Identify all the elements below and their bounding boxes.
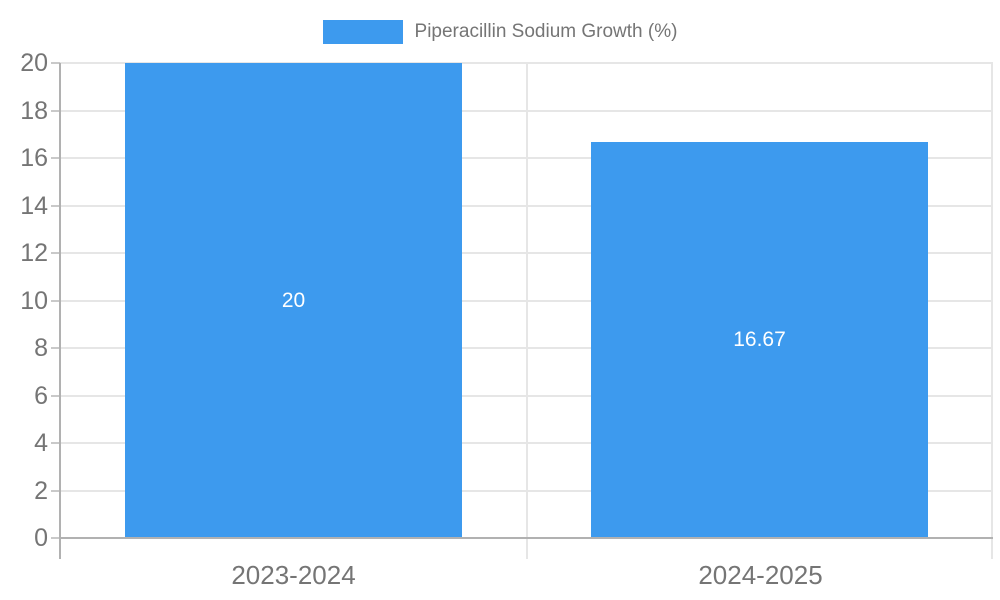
- y-tick: [51, 62, 60, 64]
- bar[interactable]: 16.67: [591, 142, 928, 538]
- y-tick-label: 10: [20, 287, 48, 315]
- bar-value-label: 16.67: [733, 328, 786, 351]
- bar-value-label: 20: [281, 289, 306, 312]
- y-tick-label: 4: [34, 429, 48, 457]
- x-category-label: 2024-2025: [698, 560, 823, 590]
- y-tick: [51, 442, 60, 444]
- bar[interactable]: 20: [125, 63, 462, 538]
- y-tick-label: 18: [20, 97, 48, 125]
- plot-right-border: [991, 63, 993, 559]
- y-tick: [51, 252, 60, 254]
- y-tick: [51, 157, 60, 159]
- y-tick-label: 16: [20, 144, 48, 172]
- legend-label: Piperacillin Sodium Growth (%): [414, 21, 678, 42]
- x-category-label: 2023-2024: [231, 560, 356, 590]
- category-divider: [526, 63, 528, 559]
- y-tick: [51, 490, 60, 492]
- y-tick: [51, 347, 60, 349]
- y-axis-line: [59, 63, 61, 559]
- y-tick-label: 20: [20, 49, 48, 77]
- y-tick-label: 12: [20, 239, 48, 267]
- y-tick: [51, 205, 60, 207]
- y-tick: [51, 300, 60, 302]
- legend[interactable]: Piperacillin Sodium Growth (%): [0, 20, 1000, 44]
- legend-swatch: [322, 20, 403, 44]
- y-tick: [51, 537, 60, 539]
- y-tick-label: 0: [34, 524, 48, 552]
- y-tick-label: 8: [34, 334, 48, 362]
- y-tick-label: 6: [34, 382, 48, 410]
- y-tick: [51, 395, 60, 397]
- y-tick: [51, 110, 60, 112]
- y-tick-label: 2: [34, 477, 48, 505]
- axis-baseline: [59, 537, 993, 539]
- y-tick-label: 14: [20, 192, 48, 220]
